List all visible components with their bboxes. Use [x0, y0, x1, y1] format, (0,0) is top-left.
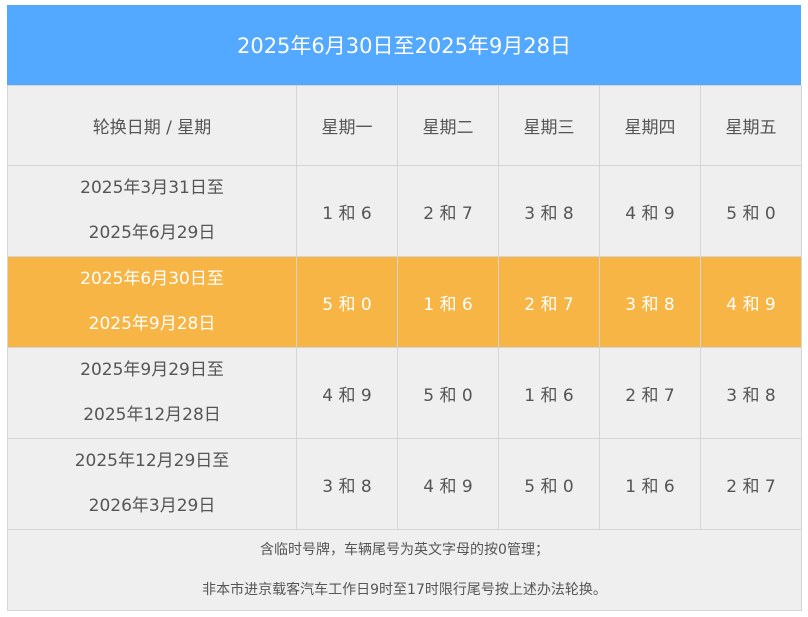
notes-cell: 含临时号牌，车辆尾号为英文字母的按0管理； 非本市进京载客汽车工作日9时至17时…	[7, 529, 802, 611]
table-row: 2025年12月29日至 2026年3月29日 3 和 8 4 和 9 5 和 …	[7, 438, 802, 530]
friday-cell: 4 和 9	[700, 256, 802, 348]
period-cell: 2025年3月31日至 2025年6月29日	[7, 165, 297, 257]
column-header-friday: 星期五	[700, 85, 802, 166]
period-cell: 2025年6月30日至 2025年9月28日	[7, 256, 297, 348]
friday-cell: 5 和 0	[700, 165, 802, 257]
notes-row: 含临时号牌，车辆尾号为英文字母的按0管理； 非本市进京载客汽车工作日9时至17时…	[7, 529, 802, 611]
column-header-period: 轮换日期 / 星期	[7, 85, 297, 166]
monday-cell: 4 和 9	[296, 347, 398, 439]
column-header-wednesday: 星期三	[498, 85, 600, 166]
period-start: 2025年12月29日至	[74, 451, 230, 471]
friday-cell: 2 和 7	[700, 438, 802, 530]
friday-cell: 3 和 8	[700, 347, 802, 439]
tuesday-cell: 5 和 0	[397, 347, 499, 439]
column-header-tuesday: 星期二	[397, 85, 499, 166]
monday-cell: 5 和 0	[296, 256, 398, 348]
table-header-row: 轮换日期 / 星期 星期一 星期二 星期三 星期四 星期五	[7, 85, 802, 166]
column-header-thursday: 星期四	[599, 85, 701, 166]
wednesday-cell: 2 和 7	[498, 256, 600, 348]
note-temporary-plates: 含临时号牌，车辆尾号为英文字母的按0管理；	[260, 542, 549, 558]
tuesday-cell: 2 和 7	[397, 165, 499, 257]
restriction-schedule: 2025年6月30日至2025年9月28日 轮换日期 / 星期 星期一 星期二 …	[7, 5, 802, 611]
table-row: 2025年9月29日至 2025年12月28日 4 和 9 5 和 0 1 和 …	[7, 347, 802, 439]
wednesday-cell: 1 和 6	[498, 347, 600, 439]
monday-cell: 3 和 8	[296, 438, 398, 530]
tuesday-cell: 1 和 6	[397, 256, 499, 348]
thursday-cell: 3 和 8	[599, 256, 701, 348]
note-non-local-vehicles: 非本市进京载客汽车工作日9时至17时限行尾号按上述办法轮换。	[202, 582, 607, 598]
thursday-cell: 2 和 7	[599, 347, 701, 439]
monday-cell: 1 和 6	[296, 165, 398, 257]
period-end: 2025年6月29日	[88, 223, 216, 243]
column-header-monday: 星期一	[296, 85, 398, 166]
period-cell: 2025年9月29日至 2025年12月28日	[7, 347, 297, 439]
period-start: 2025年6月30日至	[80, 269, 224, 289]
period-end: 2025年9月28日	[88, 314, 216, 334]
period-cell: 2025年12月29日至 2026年3月29日	[7, 438, 297, 530]
table-row: 2025年3月31日至 2025年6月29日 1 和 6 2 和 7 3 和 8…	[7, 165, 802, 257]
period-end: 2026年3月29日	[88, 496, 216, 516]
thursday-cell: 1 和 6	[599, 438, 701, 530]
period-start: 2025年9月29日至	[80, 360, 224, 380]
table-row-current: 2025年6月30日至 2025年9月28日 5 和 0 1 和 6 2 和 7…	[7, 256, 802, 348]
period-start: 2025年3月31日至	[80, 178, 224, 198]
schedule-table: 轮换日期 / 星期 星期一 星期二 星期三 星期四 星期五 2025年3月31日…	[7, 85, 802, 611]
wednesday-cell: 3 和 8	[498, 165, 600, 257]
wednesday-cell: 5 和 0	[498, 438, 600, 530]
schedule-title: 2025年6月30日至2025年9月28日	[7, 5, 801, 85]
tuesday-cell: 4 和 9	[397, 438, 499, 530]
period-end: 2025年12月28日	[83, 405, 221, 425]
thursday-cell: 4 和 9	[599, 165, 701, 257]
